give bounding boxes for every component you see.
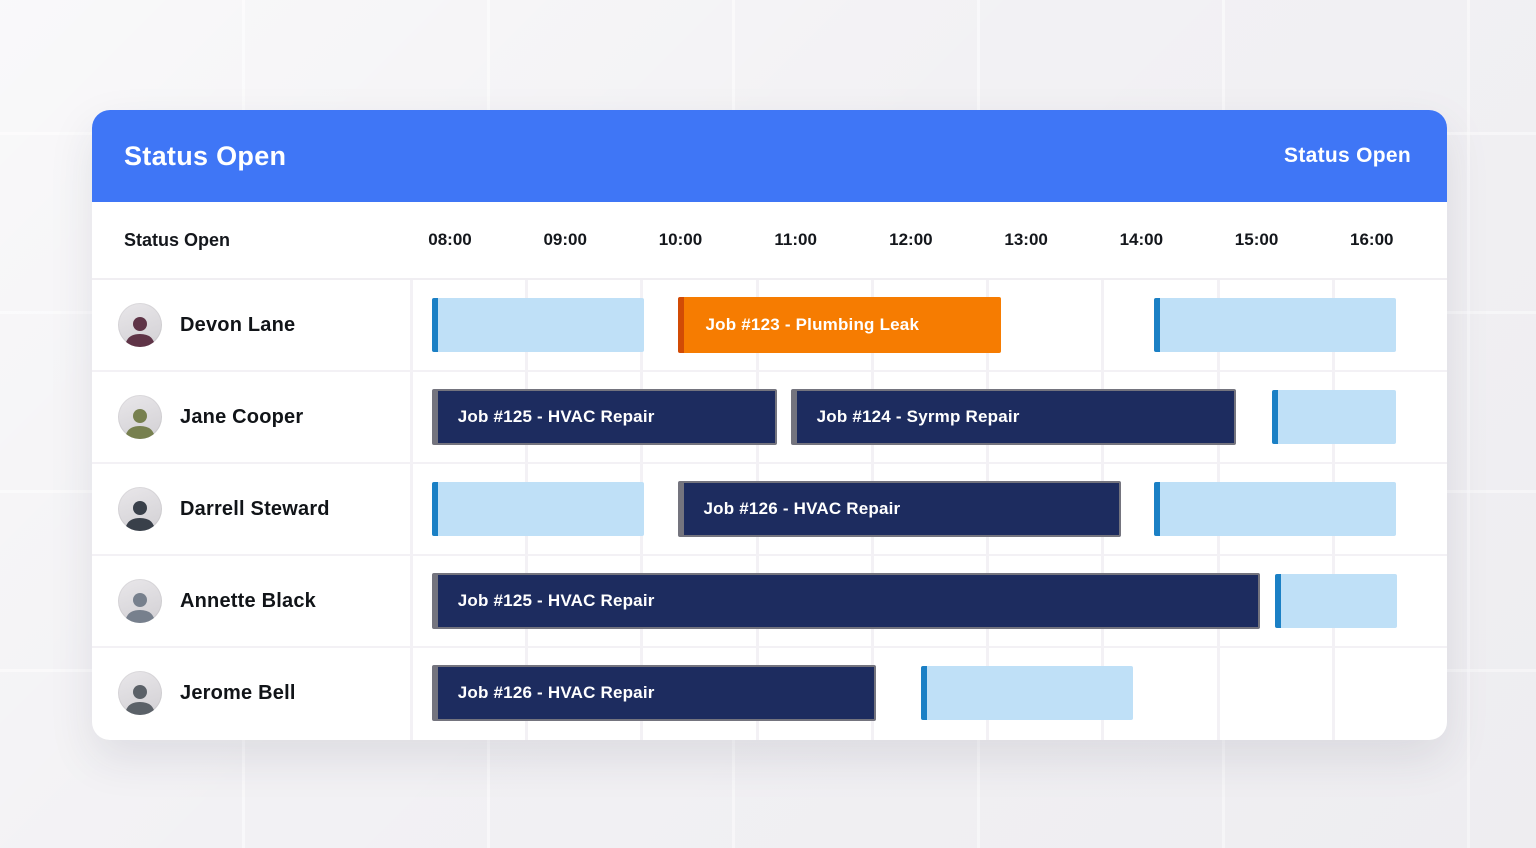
schedule-lane: Job #125 - HVAC Repair Job #124 - Syrmp … <box>410 372 1447 462</box>
person-icon <box>125 317 155 347</box>
time-tick: 09:00 <box>543 230 587 249</box>
time-tick: 13:00 <box>1004 230 1048 249</box>
avatar <box>118 303 162 347</box>
avatar <box>118 671 162 715</box>
technician-name: Darrell Steward <box>180 497 330 520</box>
time-axis: 08:00 09:00 10:00 11:00 12:00 13:00 14:0… <box>410 202 1447 278</box>
technician-name: Annette Black <box>180 589 316 612</box>
job-bar[interactable]: Job #126 - HVAC Repair <box>431 665 876 721</box>
open-slot-bar[interactable] <box>1271 390 1397 444</box>
open-slot-bar[interactable] <box>921 666 1133 720</box>
job-bar[interactable]: Job #125 - HVAC Repair <box>431 389 778 445</box>
job-bar[interactable]: Job #124 - Syrmp Repair <box>790 389 1237 445</box>
job-bar-label: Job #126 - HVAC Repair <box>703 499 901 518</box>
open-slot-bar[interactable] <box>1153 482 1397 536</box>
schedule-lane: Job #126 - HVAC Repair <box>410 648 1447 738</box>
job-bar-label: Job #124 - Syrmp Repair <box>816 407 1020 426</box>
table-row: Devon Lane Job #123 - Plumbing Leak <box>92 280 1447 372</box>
time-tick: 14:00 <box>1119 230 1164 249</box>
person-icon <box>125 501 155 531</box>
job-bar-label: Job #125 - HVAC Repair <box>457 591 655 610</box>
person-icon <box>125 593 155 623</box>
open-slot-bar[interactable] <box>1153 298 1397 352</box>
schedule-lane: Job #126 - HVAC Repair <box>410 464 1447 554</box>
time-tick: 08:00 <box>428 230 472 249</box>
job-bar-label: Job #123 - Plumbing Leak <box>705 315 920 334</box>
table-row: Jane Cooper Job #125 - HVAC Repair Job #… <box>92 372 1447 464</box>
time-tick: 10:00 <box>658 230 703 249</box>
schedule-card: Status Open Status Open Status Open 08:0… <box>92 110 1447 740</box>
job-bar[interactable]: Job #125 - HVAC Repair <box>431 573 1261 629</box>
technician-name: Devon Lane <box>180 313 296 336</box>
table-row: Annette Black Job #125 - HVAC Repair <box>92 556 1447 648</box>
schedule-body: Devon Lane Job #123 - Plumbing Leak Jane… <box>92 280 1447 740</box>
column-header-status: Status Open <box>124 229 231 250</box>
person-icon <box>125 409 155 439</box>
job-bar-label: Job #126 - HVAC Repair <box>457 683 655 702</box>
technician-name: Jane Cooper <box>180 405 304 428</box>
job-bar[interactable]: Job #126 - HVAC Repair <box>677 481 1122 537</box>
open-slot-bar[interactable] <box>431 482 645 536</box>
job-bar-label: Job #125 - HVAC Repair <box>457 407 655 426</box>
time-tick: 11:00 <box>774 230 817 249</box>
card-header: Status Open Status Open <box>92 110 1447 202</box>
time-tick: 12:00 <box>889 230 933 249</box>
avatar <box>118 395 162 439</box>
time-tick: 15:00 <box>1234 230 1279 249</box>
time-tick: 16:00 <box>1350 230 1394 249</box>
technician-name: Jerome Bell <box>180 681 296 704</box>
avatar <box>118 579 162 623</box>
avatar <box>118 487 162 531</box>
timeline-header: Status Open 08:00 09:00 10:00 11:00 12:0… <box>92 202 1447 280</box>
schedule-lane: Job #123 - Plumbing Leak <box>410 280 1447 370</box>
job-bar[interactable]: Job #123 - Plumbing Leak <box>677 297 1002 353</box>
page-title: Status Open <box>124 140 287 171</box>
open-slot-bar[interactable] <box>1274 574 1398 628</box>
status-filter-label[interactable]: Status Open <box>1284 144 1411 167</box>
open-slot-bar[interactable] <box>431 298 645 352</box>
schedule-lane: Job #125 - HVAC Repair <box>410 556 1447 646</box>
table-row: Darrell Steward Job #126 - HVAC Repair <box>92 464 1447 556</box>
person-icon <box>125 685 155 715</box>
table-row: Jerome Bell Job #126 - HVAC Repair <box>92 648 1447 738</box>
